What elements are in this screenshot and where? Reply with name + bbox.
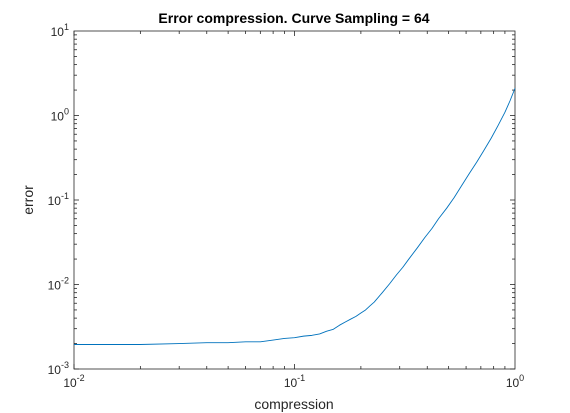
x-tick-label: 100 xyxy=(506,373,524,390)
y-tick-label: 10-1 xyxy=(48,191,69,208)
chart-title: Error compression. Curve Sampling = 64 xyxy=(158,10,429,26)
y-tick-label: 10-3 xyxy=(48,360,69,377)
y-tick-label: 100 xyxy=(51,107,69,124)
y-tick-label: 101 xyxy=(51,22,69,39)
series-line xyxy=(74,88,516,345)
x-axis-label: compression xyxy=(254,396,333,412)
y-tick-label: 10-2 xyxy=(48,276,69,293)
series-layer xyxy=(74,88,516,345)
axes-box xyxy=(73,30,516,370)
x-tick-label: 10-1 xyxy=(284,373,305,390)
y-axis-label: error xyxy=(20,185,36,215)
tick-marks xyxy=(73,31,515,370)
x-tick-label: 10-2 xyxy=(63,373,84,390)
